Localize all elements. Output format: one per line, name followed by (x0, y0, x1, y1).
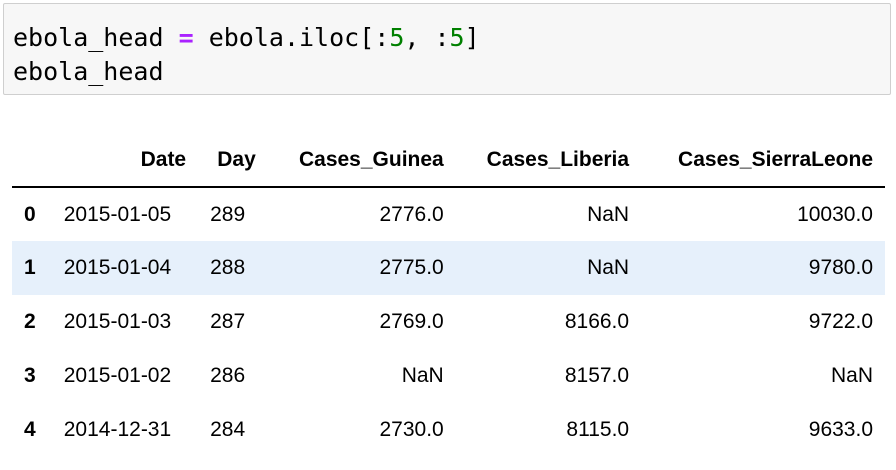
cell-cases-guinea: 2730.0 (379, 418, 444, 441)
row-index: 2 (24, 310, 36, 333)
column-header-day: Day (198, 134, 268, 188)
row-index: 3 (24, 364, 36, 387)
cell-cases-liberia: 8115.0 (566, 418, 630, 441)
cell-cases-guinea: NaN (401, 364, 444, 387)
table-body: 0 2015-01-05 289 2776.0 NaN 10030.0 1 20… (12, 187, 885, 457)
cell-cases-liberia: 8166.0 (564, 310, 630, 333)
header-row: Date Day Cases_Guinea Cases_Liberia Case… (12, 134, 885, 188)
cell-date: 2015-01-04 (63, 256, 172, 279)
code-number: 5 (449, 23, 465, 52)
row-index: 1 (24, 256, 36, 279)
code-input-cell[interactable]: ebola_head = ebola.iloc[:5, :5] ebola_he… (3, 3, 891, 95)
code-line-2: ebola_head (13, 57, 164, 86)
table-row: 2 2015-01-03 287 2769.0 8166.0 9722.0 (12, 295, 885, 349)
cell-day: 287 (210, 310, 246, 333)
cell-cases-guinea: 2769.0 (379, 310, 444, 333)
column-header-date: Date (51, 134, 199, 188)
cell-cases-guinea: 2775.0 (379, 256, 444, 279)
code-operator: = (178, 23, 194, 52)
column-header-cases-sierraleone: Cases_SierraLeone (641, 134, 885, 188)
cell-date: 2014-12-31 (63, 418, 172, 441)
cell-cases-sierraleone: 10030.0 (797, 202, 873, 226)
cell-cases-sierraleone: NaN (830, 364, 873, 387)
cell-day: 289 (210, 202, 246, 226)
cell-date: 2015-01-03 (63, 310, 172, 333)
cell-date: 2015-01-02 (63, 364, 172, 387)
cell-day: 286 (210, 364, 246, 387)
index-header (12, 134, 52, 188)
row-index: 4 (24, 418, 36, 441)
row-index: 0 (24, 202, 36, 226)
code-bracket: ] (464, 23, 480, 52)
cell-cases-sierraleone: 9780.0 (808, 256, 873, 279)
code-variable: ebola_head (13, 23, 179, 52)
cell-cases-sierraleone: 9633.0 (808, 418, 873, 441)
cell-day: 288 (210, 256, 246, 279)
table-row: 1 2015-01-04 288 2775.0 NaN 9780.0 (12, 241, 885, 295)
cell-cases-liberia: 8157.0 (564, 364, 630, 387)
code-number: 5 (389, 23, 405, 52)
table-row: 3 2015-01-02 286 NaN 8157.0 NaN (12, 349, 885, 403)
dataframe-output-table: Date Day Cases_Guinea Cases_Liberia Case… (12, 134, 885, 457)
column-header-cases-liberia: Cases_Liberia (455, 134, 642, 188)
code-separator: , : (404, 23, 450, 52)
column-header-cases-guinea: Cases_Guinea (267, 134, 456, 188)
cell-cases-guinea: 2776.0 (379, 202, 444, 226)
cell-date: 2015-01-05 (63, 202, 172, 226)
table-row: 0 2015-01-05 289 2776.0 NaN 10030.0 (12, 187, 885, 241)
cell-cases-liberia: NaN (587, 202, 630, 226)
cell-cases-sierraleone: 9722.0 (808, 310, 873, 333)
table-row: 4 2014-12-31 284 2730.0 8115.0 9633.0 (12, 403, 885, 457)
cell-day: 284 (210, 418, 246, 441)
cell-cases-liberia: NaN (587, 256, 630, 279)
code-call: ebola.iloc[: (193, 23, 390, 52)
table-header: Date Day Cases_Guinea Cases_Liberia Case… (12, 134, 885, 188)
code-line-1: ebola_head = ebola.iloc[:5, :5] (13, 21, 480, 55)
